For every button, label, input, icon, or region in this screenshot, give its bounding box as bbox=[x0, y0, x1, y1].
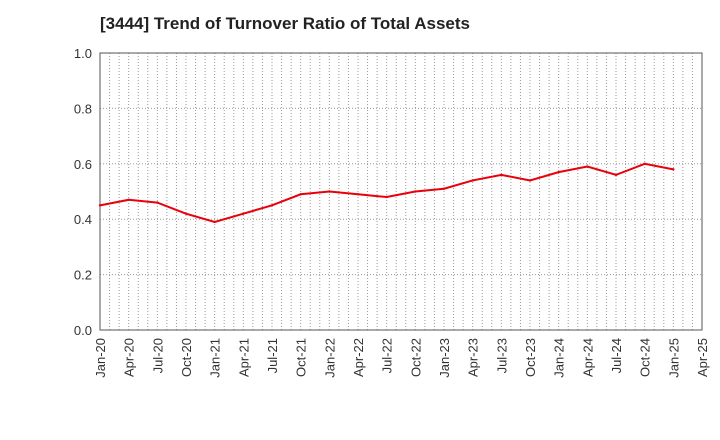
x-tick-label: Jan-22 bbox=[322, 338, 337, 378]
y-tick-label: 0.2 bbox=[74, 268, 92, 283]
x-tick-label: Apr-21 bbox=[236, 338, 251, 377]
data-point bbox=[672, 168, 675, 171]
x-tick-label: Jan-24 bbox=[552, 338, 567, 378]
data-point bbox=[184, 212, 188, 215]
data-point bbox=[414, 190, 417, 193]
data-point bbox=[270, 204, 274, 207]
data-point bbox=[156, 201, 159, 204]
data-point bbox=[500, 173, 503, 177]
y-tick-label: 0.6 bbox=[74, 157, 92, 172]
y-tick-label: 1.0 bbox=[74, 46, 92, 61]
x-tick-label: Oct-22 bbox=[408, 338, 423, 377]
data-points bbox=[98, 162, 675, 224]
y-tick-label: 0.4 bbox=[74, 212, 92, 227]
x-axis-ticks: Jan-20 Apr-20 Jul-20 Oct-20 Jan-21 Apr-21 Jul-… bbox=[93, 338, 710, 378]
x-tick-label: Apr-23 bbox=[466, 338, 481, 377]
data-point bbox=[643, 162, 646, 165]
x-tick-label: Apr-24 bbox=[580, 338, 595, 377]
data-point bbox=[471, 179, 474, 182]
x-tick-label: Jul-21 bbox=[265, 338, 280, 373]
chart-title: [3444] Trend of Turnover Ratio of Total … bbox=[100, 14, 470, 33]
x-tick-label: Jan-20 bbox=[93, 338, 108, 378]
x-tick-label: Oct-20 bbox=[179, 338, 194, 377]
data-point bbox=[299, 193, 302, 196]
x-tick-label: Jan-21 bbox=[208, 338, 223, 378]
grid-lines bbox=[100, 53, 702, 330]
x-tick-label: Oct-23 bbox=[523, 338, 538, 377]
x-tick-label: Jul-23 bbox=[494, 338, 509, 373]
x-tick-label: Jul-24 bbox=[609, 338, 624, 373]
data-point bbox=[356, 193, 360, 196]
x-tick-label: Apr-25 bbox=[695, 338, 710, 377]
y-tick-label: 0.0 bbox=[74, 323, 92, 338]
data-point bbox=[586, 165, 589, 168]
data-point bbox=[385, 195, 388, 199]
data-point bbox=[242, 212, 245, 215]
y-axis-ticks: 0.0 0.2 0.4 0.6 0.8 1.0 bbox=[74, 46, 92, 338]
data-point bbox=[127, 198, 130, 202]
data-point bbox=[557, 170, 560, 174]
data-point bbox=[328, 190, 331, 193]
x-tick-label: Jul-22 bbox=[380, 338, 395, 373]
x-tick-label: Apr-22 bbox=[351, 338, 366, 377]
x-tick-label: Oct-24 bbox=[638, 338, 653, 377]
x-tick-label: Oct-21 bbox=[294, 338, 309, 377]
x-tick-label: Jul-20 bbox=[150, 338, 165, 373]
x-tick-label: Jan-25 bbox=[666, 338, 681, 378]
data-point bbox=[528, 179, 532, 182]
data-point bbox=[442, 187, 446, 190]
data-point bbox=[98, 204, 102, 207]
x-tick-label: Apr-20 bbox=[122, 338, 137, 377]
data-point bbox=[213, 220, 216, 224]
x-tick-label: Jan-23 bbox=[437, 338, 452, 378]
y-tick-label: 0.8 bbox=[74, 101, 92, 116]
plot-frame bbox=[99, 52, 703, 331]
data-point bbox=[614, 173, 618, 177]
